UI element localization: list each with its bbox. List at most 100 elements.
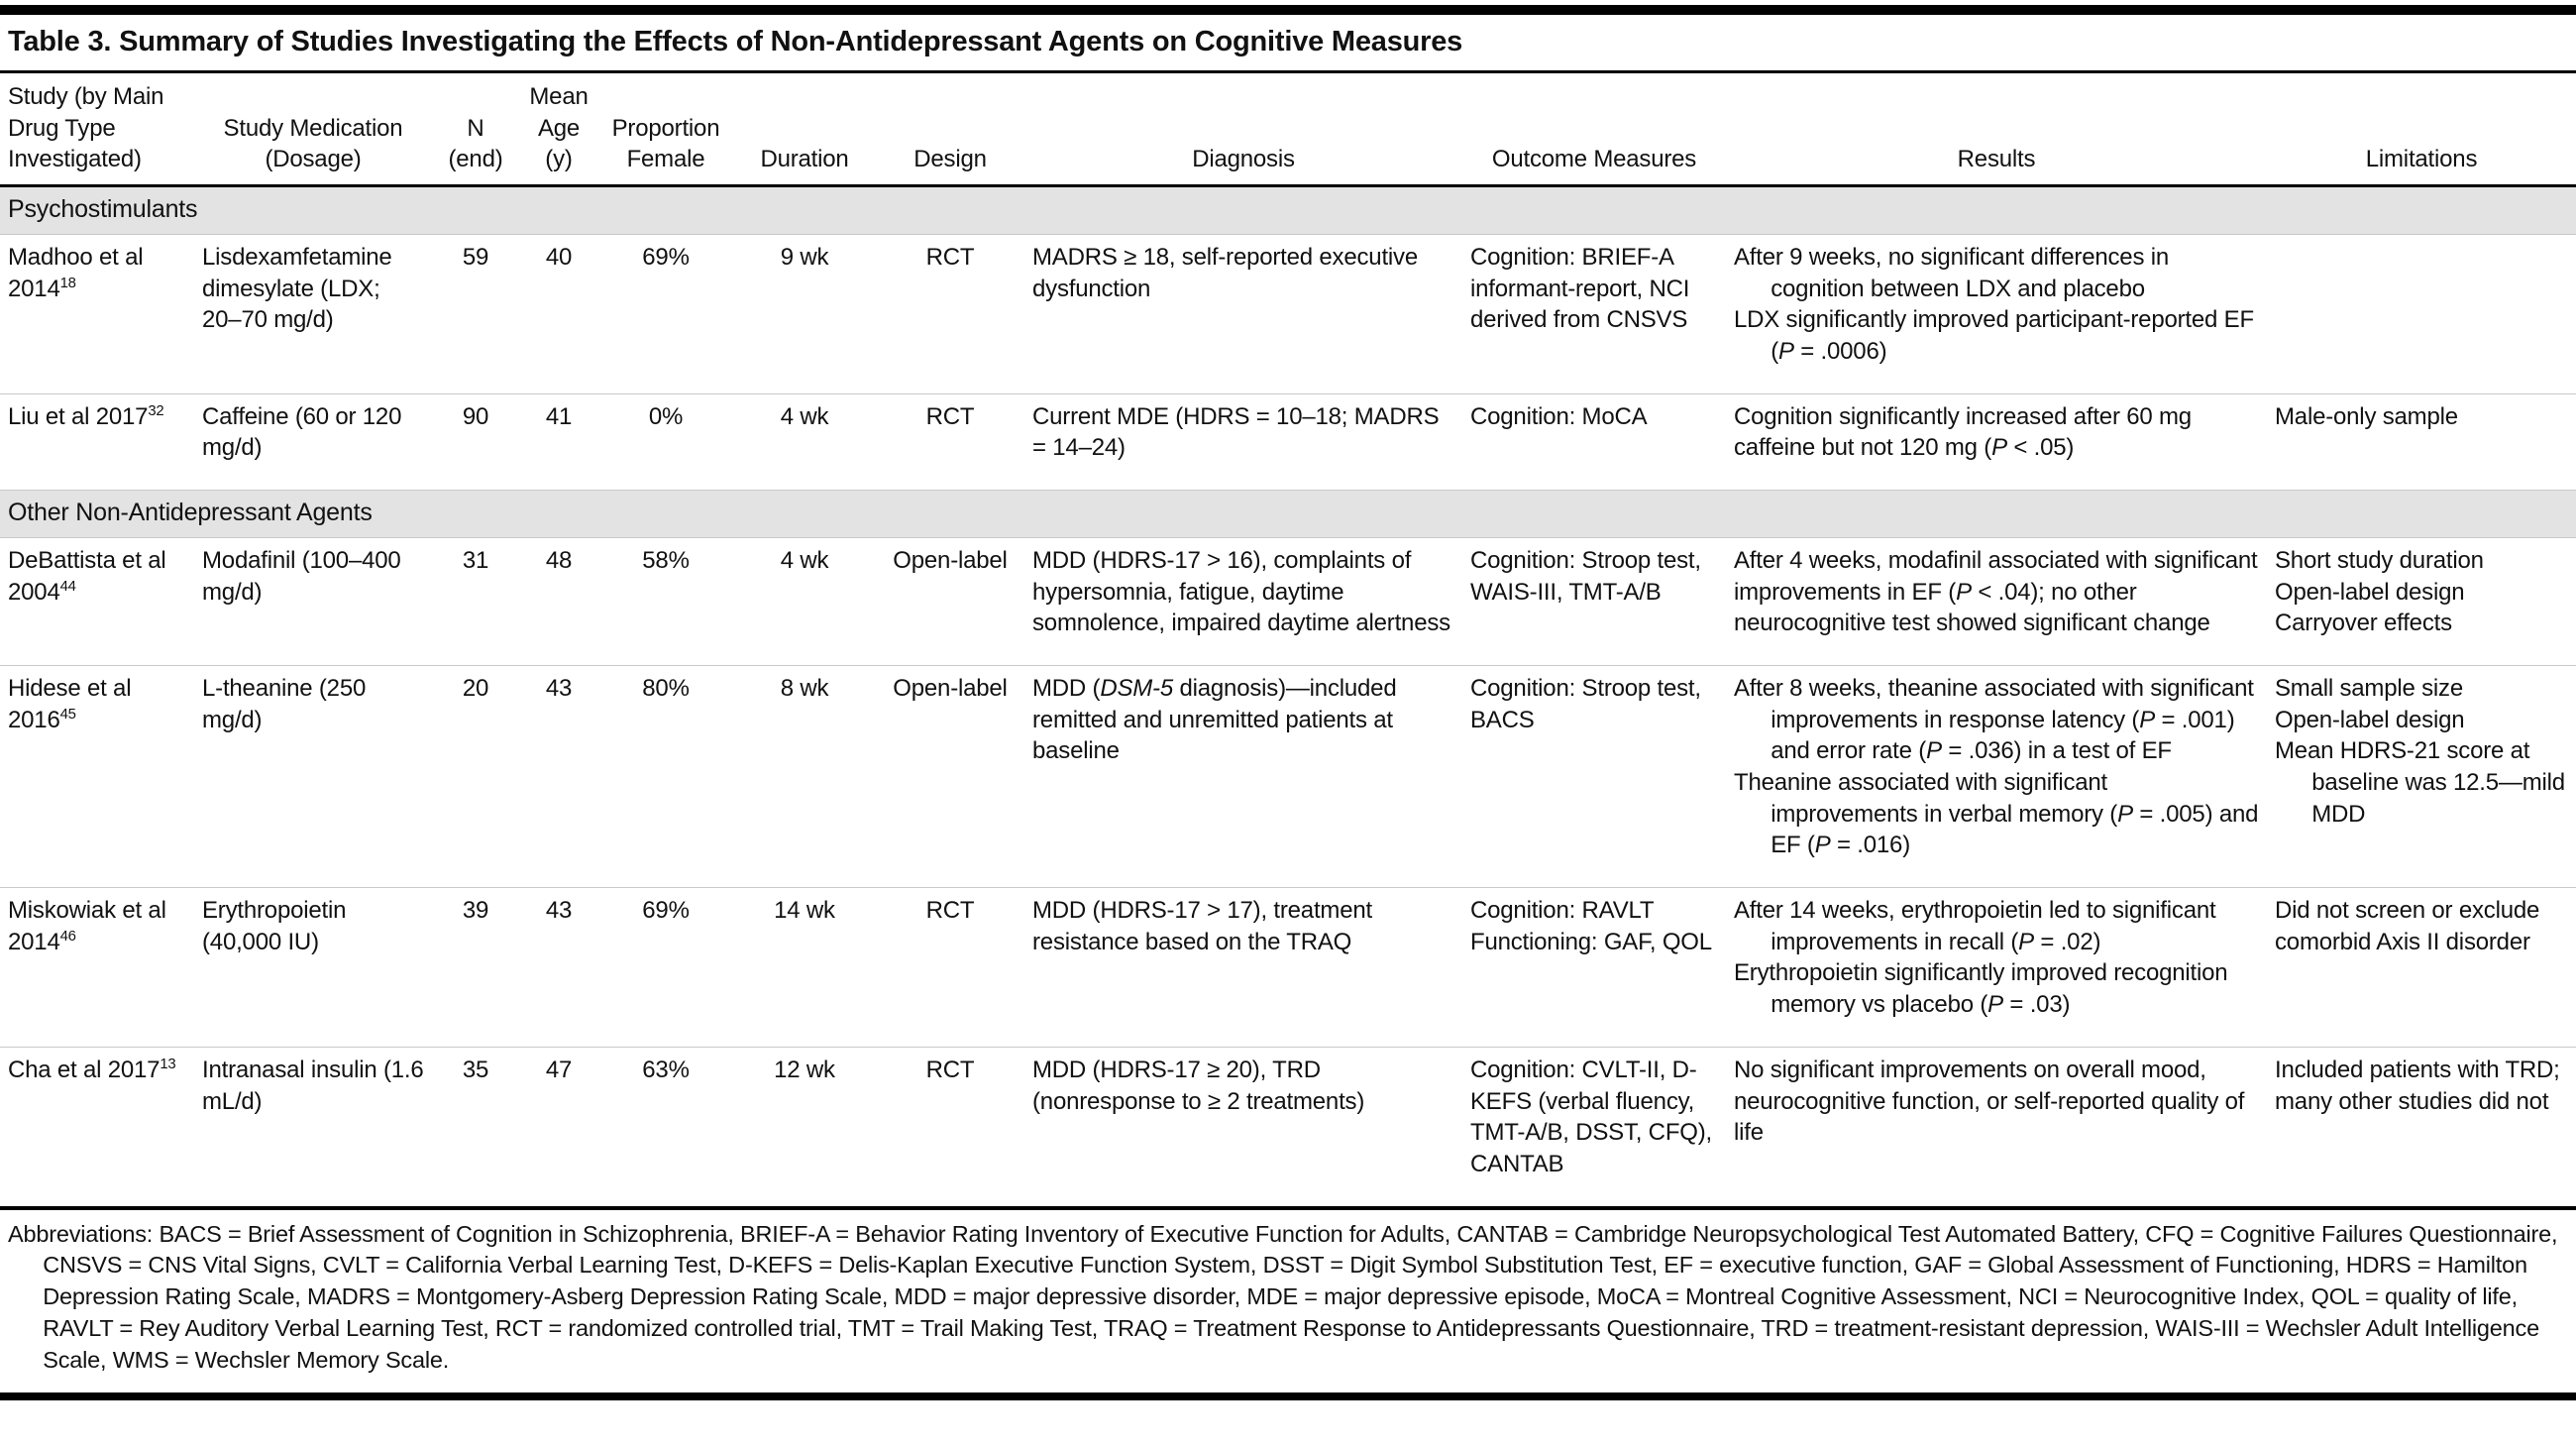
reference-superscript: 46	[59, 928, 76, 945]
table-footnote: Abbreviations: BACS = Brief Assessment o…	[0, 1205, 2576, 1401]
cell-n: 31	[432, 537, 519, 666]
cell-outcomes: Cognition: CVLT-II, D-KEFS (verbal fluen…	[1462, 1046, 1726, 1206]
cell-duration: 4 wk	[733, 392, 876, 491]
cell-medication: Erythropoietin (40,000 IU)	[194, 887, 432, 1048]
study-row: Hidese et al 201645 L-theanine (250 mg/d)…	[0, 665, 2576, 888]
section-label: Psychostimulants	[0, 185, 2576, 235]
cell-paragraph: After 4 weeks, modafinil associated with…	[1734, 547, 2258, 637]
cell-age: 48	[519, 537, 598, 666]
column-header-design: Design	[876, 73, 1024, 188]
cell-age: 43	[519, 887, 598, 1048]
cell-paragraph: Did not screen or exclude comorbid Axis …	[2275, 897, 2540, 955]
study-row: DeBattista et al 200444 Modafinil (100–40…	[0, 537, 2576, 666]
abbreviations-text: Abbreviations: BACS = Brief Assessment o…	[8, 1220, 2558, 1374]
section-row: Psychostimulants	[0, 185, 2576, 235]
section-label: Other Non-Antidepressant Agents	[0, 490, 2576, 538]
cell-medication: Caffeine (60 or 120 mg/d)	[194, 392, 432, 491]
cell-results: After 4 weeks, modafinil associated with…	[1726, 537, 2267, 666]
cell-duration: 12 wk	[733, 1046, 876, 1206]
reference-superscript: 45	[59, 706, 76, 723]
cell-paragraph: Open-label design	[2275, 578, 2465, 606]
cell-medication: Lisdexamfetamine dimesylate (LDX; 20–70 …	[194, 234, 432, 394]
cell-medication: Modafinil (100–400 mg/d)	[194, 537, 432, 666]
cell-n: 35	[432, 1046, 519, 1206]
cell-paragraph: Erythropoietin significantly improved re…	[1734, 959, 2228, 1019]
cell-study: Liu et al 201732	[0, 392, 194, 491]
column-header-limitations: Limitations	[2267, 73, 2576, 188]
column-header-female: Proportion Female	[598, 73, 733, 188]
cell-diagnosis: MDD (HDRS-17 > 17), treatment resistance…	[1024, 887, 1462, 1048]
column-header-outcomes: Outcome Measures	[1462, 73, 1726, 188]
cell-design: Open-label	[876, 665, 1024, 888]
table3: Study (by Main Drug Type Investigated) Stud…	[0, 73, 2576, 1206]
cell-paragraph: Cognition: Stroop test, BACS	[1470, 675, 1701, 733]
cell-paragraph: After 9 weeks, no significant difference…	[1734, 244, 2169, 302]
cell-duration: 14 wk	[733, 887, 876, 1048]
table-header: Study (by Main Drug Type Investigated) Stud…	[0, 73, 2576, 188]
cell-outcomes: Cognition: Stroop test, WAIS-III, TMT-A/…	[1462, 537, 1726, 666]
cell-results: Cognition significantly increased after …	[1726, 392, 2267, 491]
cell-paragraph: Theanine associated with significant imp…	[1734, 769, 2259, 859]
reference-superscript: 44	[59, 578, 76, 595]
cell-results: After 8 weeks, theanine associated with …	[1726, 665, 2267, 888]
column-header-study: Study (by Main Drug Type Investigated)	[0, 73, 194, 188]
cell-design: Open-label	[876, 537, 1024, 666]
column-header-diagnosis: Diagnosis	[1024, 73, 1462, 188]
cell-duration: 8 wk	[733, 665, 876, 888]
header-row: Study (by Main Drug Type Investigated) Stud…	[0, 73, 2576, 188]
cell-results: After 14 weeks, erythropoietin led to si…	[1726, 887, 2267, 1048]
cell-n: 59	[432, 234, 519, 394]
cell-study: Miskowiak et al 201446	[0, 887, 194, 1048]
cell-female: 0%	[598, 392, 733, 491]
cell-paragraph: Male-only sample	[2275, 402, 2458, 430]
cell-paragraph: Carryover effects	[2275, 610, 2452, 637]
study-row: Miskowiak et al 201446 Erythropoietin (40…	[0, 887, 2576, 1048]
cell-outcomes: Cognition: RAVLT Functioning: GAF, QOL	[1462, 887, 1726, 1048]
cell-design: RCT	[876, 1046, 1024, 1206]
cell-diagnosis: MDD (HDRS-17 > 16), complaints of hypers…	[1024, 537, 1462, 666]
cell-n: 20	[432, 665, 519, 888]
cell-paragraph: Small sample size	[2275, 675, 2463, 703]
cell-age: 43	[519, 665, 598, 888]
cell-study: Madhoo et al 201418	[0, 234, 194, 394]
cell-paragraph: Cognition: BRIEF-A informant-report, NCI…	[1470, 244, 1690, 334]
cell-paragraph: Open-label design	[2275, 706, 2465, 733]
cell-paragraph: Cognition: Stroop test, WAIS-III, TMT-A/…	[1470, 547, 1701, 606]
cell-study: Hidese et al 201645	[0, 665, 194, 888]
cell-limitations: Did not screen or exclude comorbid Axis …	[2267, 887, 2576, 1048]
cell-results: After 9 weeks, no significant difference…	[1726, 234, 2267, 394]
cell-limitations	[2267, 234, 2576, 394]
table-top-rule	[0, 5, 2576, 15]
cell-paragraph: Short study duration	[2275, 547, 2484, 575]
cell-age: 41	[519, 392, 598, 491]
cell-diagnosis: MDD (HDRS-17 ≥ 20), TRD (nonresponse to …	[1024, 1046, 1462, 1206]
table-title: Table 3. Summary of Studies Investigatin…	[0, 15, 2576, 74]
cell-design: RCT	[876, 392, 1024, 491]
cell-female: 58%	[598, 537, 733, 666]
cell-limitations: Included patients with TRD; many other s…	[2267, 1046, 2576, 1206]
cell-study: Cha et al 201713	[0, 1046, 194, 1206]
cell-female: 80%	[598, 665, 733, 888]
cell-diagnosis: MADRS ≥ 18, self-reported executive dysf…	[1024, 234, 1462, 394]
cell-outcomes: Cognition: BRIEF-A informant-report, NCI…	[1462, 234, 1726, 394]
column-header-age: Mean Age (y)	[519, 73, 598, 188]
cell-limitations: Male-only sample	[2267, 392, 2576, 491]
cell-paragraph: Cognition: RAVLT	[1470, 897, 1655, 925]
study-row: Liu et al 201732 Caffeine (60 or 120 mg/d…	[0, 392, 2576, 491]
cell-medication: Intranasal insulin (1.6 mL/d)	[194, 1046, 432, 1206]
cell-paragraph: Included patients with TRD; many other s…	[2275, 1056, 2560, 1115]
cell-paragraph: After 8 weeks, theanine associated with …	[1734, 675, 2254, 765]
cell-study: DeBattista et al 200444	[0, 537, 194, 666]
cell-female: 69%	[598, 234, 733, 394]
cell-female: 63%	[598, 1046, 733, 1206]
cell-medication: L-theanine (250 mg/d)	[194, 665, 432, 888]
cell-paragraph: No significant improvements on overall m…	[1734, 1056, 2245, 1147]
cell-limitations: Short study duration Open-label design Car…	[2267, 537, 2576, 666]
reference-superscript: 13	[160, 1056, 176, 1072]
cell-n: 39	[432, 887, 519, 1048]
cell-paragraph: Functioning: GAF, QOL	[1470, 928, 1712, 955]
cell-design: RCT	[876, 234, 1024, 394]
study-row: Madhoo et al 201418 Lisdexamfetamine dime…	[0, 234, 2576, 394]
cell-paragraph: Cognition: CVLT-II, D-KEFS (verbal fluen…	[1470, 1056, 1713, 1177]
cell-results: No significant improvements on overall m…	[1726, 1046, 2267, 1206]
